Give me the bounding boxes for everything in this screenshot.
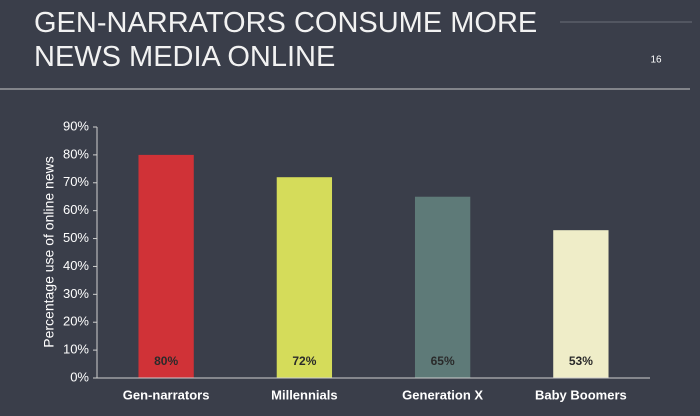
- bar: [138, 154, 194, 378]
- bar: [414, 196, 471, 378]
- x-tick-label: Generation X: [402, 387, 483, 402]
- y-tick-label: 20%: [63, 314, 89, 329]
- y-tick-label: 40%: [63, 258, 89, 273]
- value-label: 72%: [292, 354, 316, 368]
- bar: [276, 177, 333, 378]
- y-tick-label: 60%: [63, 202, 89, 217]
- title-line: NEWS MEDIA ONLINE: [34, 41, 335, 73]
- title-line: GEN-NARRATORS CONSUME MORE: [34, 7, 537, 39]
- slide-number: 16: [650, 55, 662, 66]
- x-tick-label: Gen-narrators: [123, 387, 210, 402]
- value-label: 53%: [569, 354, 593, 368]
- x-tick-label: Baby Boomers: [535, 387, 627, 402]
- value-label: 80%: [154, 354, 178, 368]
- y-tick-label: 10%: [63, 342, 89, 357]
- value-label: 65%: [431, 354, 455, 368]
- y-tick-label: 70%: [63, 174, 89, 189]
- y-tick-label: 80%: [63, 146, 89, 161]
- x-tick-label: Millennials: [271, 387, 337, 402]
- y-tick-label: 90%: [63, 118, 89, 133]
- y-tick-label: 30%: [63, 286, 89, 301]
- y-tick-label: 50%: [63, 230, 89, 245]
- y-tick-label: 0%: [70, 369, 89, 384]
- y-axis-label: Percentage use of online news: [41, 156, 57, 347]
- bar: [553, 230, 609, 378]
